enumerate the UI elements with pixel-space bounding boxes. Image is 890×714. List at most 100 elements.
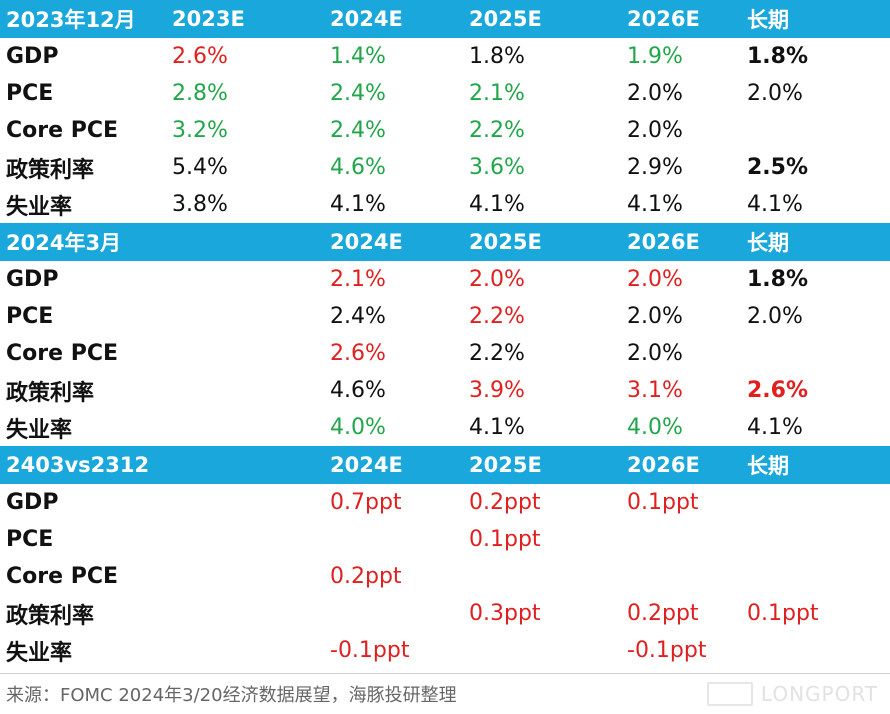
section-title: 2023年12月 — [6, 8, 136, 32]
table-cell: 2.0% — [747, 304, 803, 329]
table-cell: 0.2ppt — [469, 490, 541, 515]
row-label: PCE — [6, 527, 54, 552]
column-header: 2024E — [330, 453, 403, 477]
watermark: LONGPORT — [706, 682, 878, 706]
table-cell: 4.6% — [330, 155, 386, 180]
forecast-table: 2023年12月 2023E 2024E 2025E 2026E 长期 GDP 2.6% 1.4… — [0, 0, 890, 669]
table-row: Core PCE 0.2ppt — [0, 558, 890, 595]
table-row: PCE 2.4% 2.2% 2.0% 2.0% — [0, 298, 890, 335]
table-cell: 2.1% — [469, 81, 525, 106]
table-cell: 0.2ppt — [627, 601, 699, 626]
table-cell: 2.6% — [172, 44, 228, 69]
section-header: 2024年3月 2024E 2025E 2026E 长期 — [0, 223, 890, 261]
table-cell: 2.0% — [627, 267, 683, 292]
table-cell: 4.1% — [627, 192, 683, 217]
table-cell: 3.8% — [172, 192, 228, 217]
table-cell — [172, 595, 322, 632]
table-cell: 1.8% — [747, 267, 809, 292]
table-cell: 4.1% — [469, 192, 525, 217]
row-label: Core PCE — [6, 341, 118, 366]
table-cell — [172, 298, 322, 335]
table-cell — [172, 335, 322, 372]
table-cell: 2.8% — [172, 81, 228, 106]
table-cell: 1.8% — [469, 44, 525, 69]
table-row: Core PCE 3.2% 2.4% 2.2% 2.0% — [0, 112, 890, 149]
table-cell: 2.9% — [627, 155, 683, 180]
table-cell — [172, 558, 322, 595]
table-cell: 2.0% — [627, 81, 683, 106]
table-cell: 2.6% — [330, 341, 386, 366]
row-label: 失业率 — [6, 194, 73, 220]
table-cell — [330, 521, 465, 558]
table-row: GDP 0.7ppt 0.2ppt 0.1ppt — [0, 484, 890, 521]
table-cell — [627, 521, 742, 558]
table-cell: 2.2% — [469, 304, 525, 329]
column-header: 2025E — [469, 7, 542, 31]
section-header: 2023年12月 2023E 2024E 2025E 2026E 长期 — [0, 0, 890, 38]
column-header: 长期 — [747, 454, 789, 478]
table-cell: 1.8% — [747, 44, 809, 69]
table-cell: 1.9% — [627, 44, 683, 69]
section-title: 2403vs2312 — [6, 453, 150, 477]
table-cell — [469, 632, 619, 669]
table-cell — [172, 521, 322, 558]
watermark-logo-icon — [706, 682, 753, 706]
section-title: 2024年3月 — [6, 231, 122, 255]
column-header: 2025E — [469, 453, 542, 477]
table-cell: 0.3ppt — [469, 601, 541, 626]
column-header: 长期 — [747, 231, 789, 255]
row-label: GDP — [6, 44, 59, 69]
column-header: 2026E — [627, 453, 700, 477]
table-cell: 2.5% — [747, 155, 809, 180]
table-cell: 2.2% — [469, 341, 525, 366]
table-row: PCE 0.1ppt — [0, 521, 890, 558]
table-cell: 0.1ppt — [747, 601, 819, 626]
table-cell: 1.4% — [330, 44, 386, 69]
table-cell: 3.9% — [469, 378, 525, 403]
table-cell: 4.1% — [747, 415, 803, 440]
table-cell: 4.1% — [469, 415, 525, 440]
table-row: GDP 2.6% 1.4% 1.8% 1.9% 1.8% — [0, 38, 890, 75]
table-row: 政策利率 4.6% 3.9% 3.1% 2.6% — [0, 372, 890, 409]
column-header: 2024E — [330, 7, 403, 31]
table-cell: 2.4% — [330, 304, 386, 329]
table-cell — [747, 484, 887, 521]
table-cell — [627, 558, 742, 595]
table-cell: 4.6% — [330, 378, 386, 403]
column-header — [172, 446, 322, 484]
table-row: GDP 2.1% 2.0% 2.0% 1.8% — [0, 261, 890, 298]
table-cell: 2.6% — [747, 378, 809, 403]
footer: 来源：FOMC 2024年3/20经济数据展望，海豚投研整理 LONGPORT — [0, 673, 890, 714]
table-row: 失业率 4.0% 4.1% 4.0% 4.1% — [0, 409, 890, 446]
table-cell: 4.0% — [627, 415, 683, 440]
table-cell — [172, 484, 322, 521]
table-cell: 0.1ppt — [627, 490, 699, 515]
table-cell — [172, 372, 322, 409]
table-cell: 3.6% — [469, 155, 525, 180]
column-header: 2023E — [172, 7, 245, 31]
table-cell: 2.0% — [627, 304, 683, 329]
column-header: 2026E — [627, 230, 700, 254]
table-cell — [172, 261, 322, 298]
table-cell: 5.4% — [172, 155, 228, 180]
table-cell: 2.1% — [330, 267, 386, 292]
table-cell — [747, 112, 887, 149]
row-label: Core PCE — [6, 118, 118, 143]
table-row: 失业率 3.8% 4.1% 4.1% 4.1% 4.1% — [0, 186, 890, 223]
table-cell: 0.7ppt — [330, 490, 402, 515]
row-label: PCE — [6, 81, 54, 106]
table-cell — [747, 335, 887, 372]
column-header: 长期 — [747, 8, 789, 32]
table-row: Core PCE 2.6% 2.2% 2.0% — [0, 335, 890, 372]
table-cell: 2.0% — [747, 81, 803, 106]
table-cell — [747, 521, 887, 558]
table-cell — [172, 632, 322, 669]
table-cell: 2.0% — [627, 341, 683, 366]
table-cell: 2.4% — [330, 81, 386, 106]
source-note: 来源：FOMC 2024年3/20经济数据展望，海豚投研整理 — [6, 685, 457, 706]
column-header — [172, 223, 322, 261]
table-cell: 4.1% — [330, 192, 386, 217]
table-cell: 2.0% — [469, 267, 525, 292]
table-cell: 2.2% — [469, 118, 525, 143]
table-cell — [747, 558, 887, 595]
